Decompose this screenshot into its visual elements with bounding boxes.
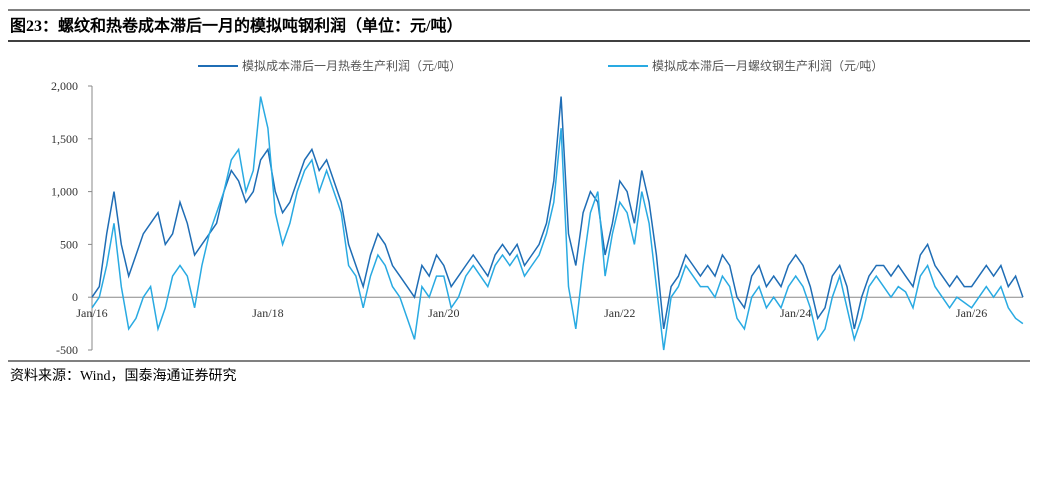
y-tick-label: -500 bbox=[56, 343, 78, 357]
x-tick-label: Jan/24 bbox=[780, 306, 811, 320]
x-tick-label: Jan/22 bbox=[604, 306, 635, 320]
y-tick-label: 500 bbox=[60, 237, 78, 251]
y-tick-label: 1,000 bbox=[51, 185, 78, 199]
x-tick-label: Jan/18 bbox=[252, 306, 283, 320]
legend-label: 模拟成本滞后一月螺纹钢生产利润（元/吨） bbox=[652, 59, 883, 73]
x-tick-label: Jan/20 bbox=[428, 306, 459, 320]
source-note: 资料来源：Wind，国泰海通证券研究 bbox=[10, 368, 237, 384]
x-tick-label: Jan/16 bbox=[76, 306, 107, 320]
x-tick-label: Jan/26 bbox=[956, 306, 987, 320]
y-tick-label: 1,500 bbox=[51, 132, 78, 146]
series-line bbox=[91, 96, 1024, 351]
legend-label: 模拟成本滞后一月热卷生产利润（元/吨） bbox=[242, 58, 461, 73]
y-tick-label: 2,000 bbox=[51, 79, 78, 93]
chart-title: 图23：螺纹和热卷成本滞后一月的模拟吨钢利润（单位：元/吨） bbox=[10, 16, 462, 35]
y-tick-label: 0 bbox=[72, 290, 78, 304]
series-line bbox=[91, 96, 1024, 330]
